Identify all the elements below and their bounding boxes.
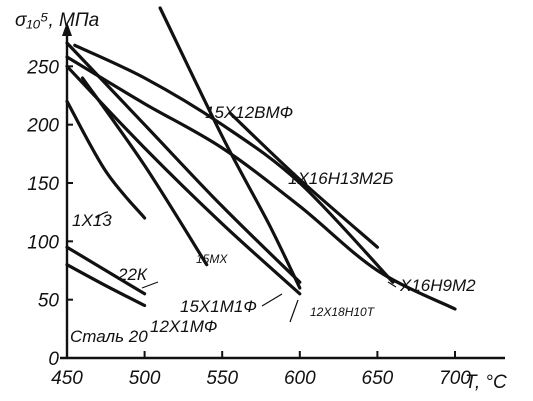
label-15x1m1f: 15Х1М1Ф <box>180 297 257 316</box>
axes <box>60 22 505 360</box>
series-group <box>65 6 457 311</box>
series-line-4 <box>65 41 302 284</box>
label-x16n9m2: Х16Н9М2 <box>399 276 476 295</box>
x-tick-label: 600 <box>284 368 316 389</box>
leader-22k <box>141 281 159 289</box>
x-tick-label: 700 <box>439 368 471 389</box>
y-tick-label: 0 <box>48 349 59 370</box>
y-ticks: 0 50 100 150 200 250 <box>26 57 73 370</box>
series-line-1 <box>228 111 379 249</box>
series-line-3 <box>65 55 457 311</box>
label-12x1mf: 12Х1МФ <box>150 317 217 336</box>
x-tick-label: 450 <box>51 368 83 389</box>
x-axis-label: T, °C <box>465 372 507 393</box>
x-tick-label: 500 <box>129 368 161 389</box>
label-15mx: 15МХ <box>196 252 228 266</box>
y-tick-label: 250 <box>26 57 59 78</box>
y-tick-label: 200 <box>26 116 59 137</box>
label-22k: 22К <box>117 265 148 284</box>
leader-12x1mf <box>289 299 299 323</box>
label-leaders <box>95 211 397 323</box>
x-tick-label: 650 <box>362 368 394 389</box>
leader-1x13 <box>95 211 109 219</box>
series-line-7 <box>65 99 147 220</box>
y-tick-label: 50 <box>38 291 60 312</box>
label-stal-20: Сталь 20 <box>70 327 148 346</box>
label-12x18n10t: 12Х18Н10Т <box>310 305 376 319</box>
y-tick-label: 150 <box>27 174 59 195</box>
label-1x13: 1Х13 <box>72 211 112 230</box>
y-axis-label: σ₁₀⁵, МПа <box>15 10 99 31</box>
y-axis-arrow-icon <box>62 22 72 36</box>
series-line-0 <box>158 6 302 290</box>
y-tick-label: 100 <box>27 232 59 253</box>
x-tick-label: 550 <box>206 368 238 389</box>
leader-x16n9m2 <box>387 281 397 288</box>
series-labels: 15Х12ВМФ 1Х16Н13М2Б Х16Н9М2 12Х18Н10Т 15… <box>70 103 476 346</box>
label-15x12vmf: 15Х12ВМФ <box>205 103 293 122</box>
label-1x16n13m2b: 1Х16Н13М2Б <box>288 169 394 188</box>
series-line-8 <box>65 245 147 296</box>
series-line-9 <box>65 263 147 308</box>
x-ticks: 450 500 550 600 650 700 <box>51 351 471 389</box>
series-line-6 <box>80 76 209 267</box>
leader-15x1m1f <box>261 293 283 307</box>
series-line-2 <box>73 43 395 284</box>
